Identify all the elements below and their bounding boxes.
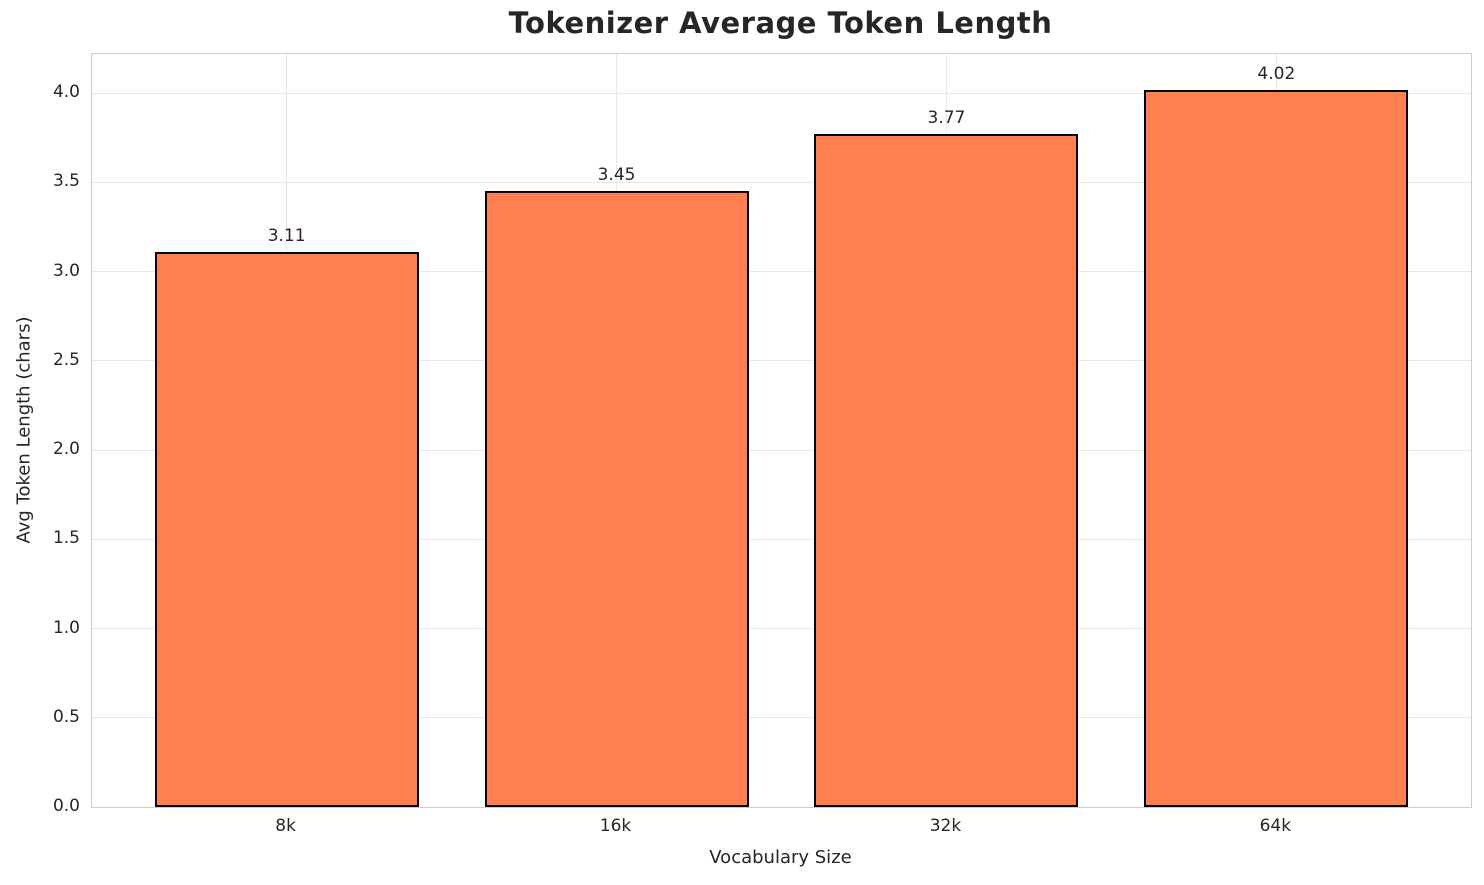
x-tick-label: 16k: [599, 816, 632, 836]
y-tick-label: 1.0: [52, 617, 80, 638]
bar-32k: [814, 134, 1079, 807]
y-tick-label: 2.5: [52, 349, 80, 370]
y-gridline: [92, 538, 1471, 540]
y-gridline: [92, 92, 1471, 94]
bar-value-label: 3.11: [267, 226, 306, 247]
x-tick-label: 8k: [275, 816, 296, 836]
x-tick-label: 64k: [1259, 816, 1292, 836]
bar-value-label: 4.02: [1257, 63, 1296, 84]
y-tick-label: 4.0: [52, 82, 80, 103]
y-gridline: [92, 449, 1471, 451]
y-tick-label: 3.0: [52, 260, 80, 281]
bar-8k: [154, 252, 419, 807]
bar-16k: [484, 191, 749, 807]
y-tick-label: 0.5: [52, 706, 80, 727]
y-gridline: [92, 717, 1471, 719]
y-gridline: [92, 181, 1471, 183]
x-tick-label: 32k: [929, 816, 962, 836]
x-axis-label: Vocabulary Size: [709, 847, 852, 868]
y-tick-label: 0.0: [52, 796, 80, 816]
bar-value-label: 3.45: [597, 165, 636, 186]
bar-64k: [1144, 89, 1409, 807]
y-tick-label: 2.0: [52, 439, 80, 460]
y-gridline: [92, 271, 1471, 273]
y-gridline: [92, 360, 1471, 362]
chart-title: Tokenizer Average Token Length: [508, 6, 1053, 40]
bar-value-label: 3.77: [927, 108, 966, 129]
y-tick-label: 1.5: [52, 528, 80, 549]
y-gridline: [92, 628, 1471, 630]
y-tick-label: 3.5: [52, 171, 80, 192]
plot-area: 3.11 3.45 3.77 4.02: [91, 53, 1472, 808]
